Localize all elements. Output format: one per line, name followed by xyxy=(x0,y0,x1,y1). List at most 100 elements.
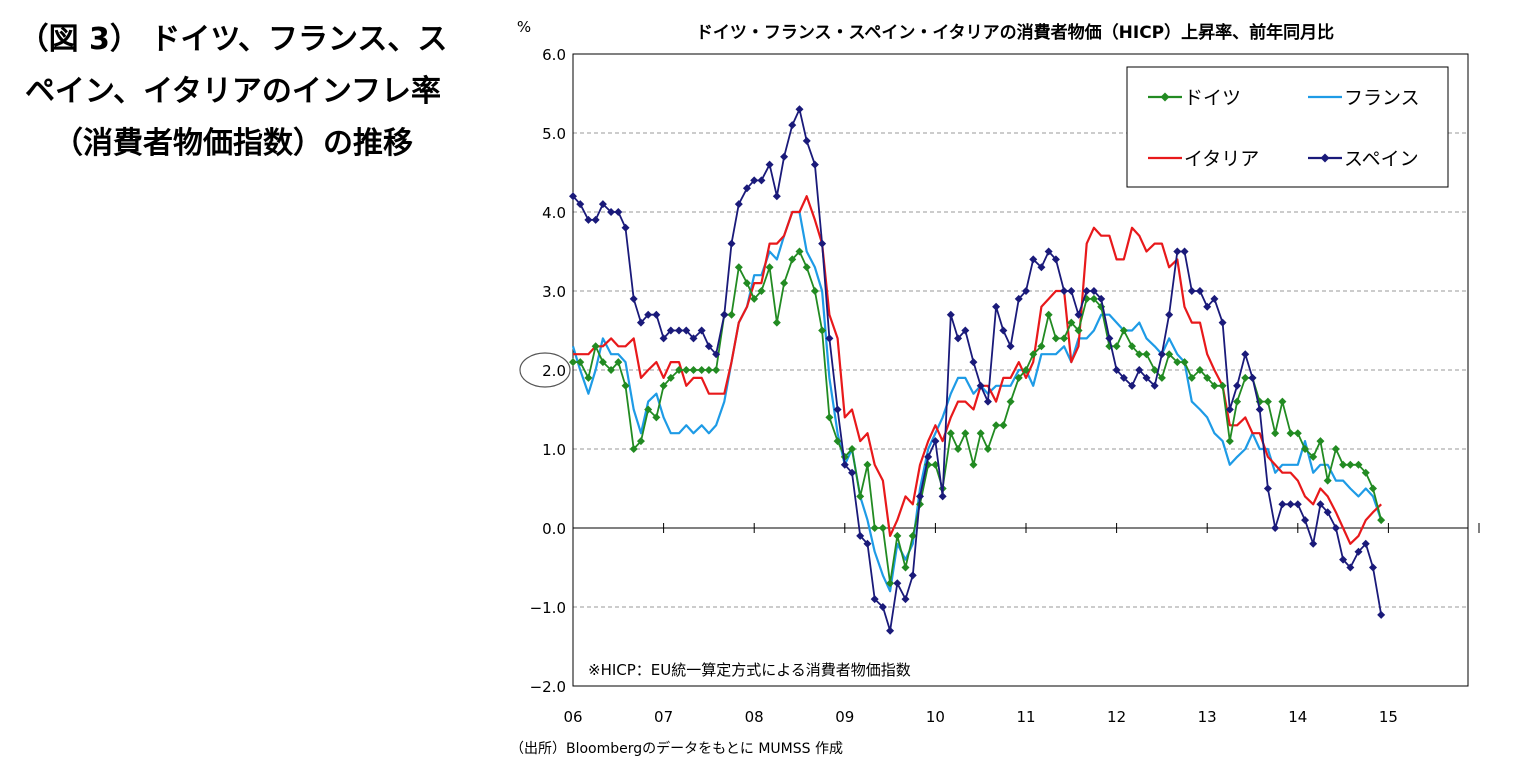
series-point-4 xyxy=(1195,287,1204,295)
series-point-1 xyxy=(1157,373,1166,382)
series-point-4 xyxy=(765,160,774,169)
series-point-1 xyxy=(1165,350,1174,359)
series-point-4 xyxy=(1135,366,1144,374)
series-point-1 xyxy=(1377,516,1386,525)
series-point-1 xyxy=(614,358,623,367)
series-point-4 xyxy=(1082,287,1091,295)
series-point-1 xyxy=(1187,373,1196,382)
series-point-1 xyxy=(742,279,751,288)
series-point-4 xyxy=(1203,302,1212,311)
series-point-1 xyxy=(727,310,736,319)
series-point-1 xyxy=(576,358,585,367)
series-point-4 xyxy=(569,192,577,201)
series-point-4 xyxy=(856,531,865,540)
series-point-4 xyxy=(1241,350,1250,359)
series-point-1 xyxy=(629,445,638,453)
series-point-1 xyxy=(1354,460,1363,469)
series-point-4 xyxy=(802,136,811,145)
series-point-1 xyxy=(886,579,895,588)
series-point-1 xyxy=(1316,437,1325,446)
series-point-4 xyxy=(734,200,743,209)
series-point-1 xyxy=(969,460,978,469)
series-point-4 xyxy=(825,334,834,343)
legend-label-4: スペイン xyxy=(1344,148,1419,170)
plot-frame xyxy=(572,53,1469,687)
series-point-4 xyxy=(1210,294,1219,303)
series-point-1 xyxy=(1361,468,1370,477)
series-point-4 xyxy=(1157,350,1166,359)
legend-label-3: イタリア xyxy=(1184,148,1259,170)
series-point-1 xyxy=(856,492,865,501)
x-tick-label: 13 xyxy=(1198,708,1217,726)
series-point-1 xyxy=(1225,437,1234,446)
y-tick-label: −2.0 xyxy=(530,678,566,696)
series-point-1 xyxy=(1044,310,1053,319)
series-point-1 xyxy=(992,421,1001,430)
series-point-4 xyxy=(999,326,1008,335)
series-point-4 xyxy=(833,405,842,414)
series-point-1 xyxy=(870,524,879,532)
series-point-1 xyxy=(976,429,985,438)
series-point-4 xyxy=(954,334,963,343)
series-point-4 xyxy=(1037,263,1046,272)
series-point-1 xyxy=(825,413,834,422)
series-point-4 xyxy=(1263,484,1272,493)
series-point-4 xyxy=(598,200,607,209)
series-point-4 xyxy=(1377,610,1386,619)
x-tick-label: 14 xyxy=(1288,708,1307,726)
series-point-1 xyxy=(1241,373,1250,382)
series-point-4 xyxy=(1105,334,1114,343)
series-point-4 xyxy=(1316,500,1325,509)
legend-marker-1 xyxy=(1160,92,1170,102)
series-point-1 xyxy=(999,421,1008,430)
series-point-1 xyxy=(1142,350,1151,359)
series-point-4 xyxy=(1218,318,1227,327)
series-point-4 xyxy=(1323,508,1332,517)
y-tick-label: 5.0 xyxy=(542,125,566,143)
series-point-4 xyxy=(1225,405,1234,414)
series-point-4 xyxy=(810,160,819,169)
series-point-1 xyxy=(946,429,955,438)
series-point-4 xyxy=(1248,373,1257,382)
series-point-4 xyxy=(983,397,992,406)
series-point-4 xyxy=(1089,287,1098,295)
series-point-4 xyxy=(750,176,759,185)
series-point-4 xyxy=(1051,255,1060,264)
series-point-1 xyxy=(1271,429,1280,438)
chart-title: ドイツ・フランス・スペイン・イタリアの消費者物価（HICP）上昇率、前年同月比 xyxy=(696,22,1334,43)
series-point-1 xyxy=(1331,445,1340,453)
series-point-1 xyxy=(675,366,684,374)
series-point-1 xyxy=(682,366,691,374)
series-point-4 xyxy=(1354,547,1363,556)
series-point-1 xyxy=(1368,484,1377,493)
series-point-4 xyxy=(614,208,623,216)
series-point-4 xyxy=(795,105,804,114)
series-point-1 xyxy=(1173,358,1182,367)
series-point-1 xyxy=(908,531,917,540)
series-point-1 xyxy=(666,373,675,382)
series-point-4 xyxy=(689,334,698,343)
series-point-1 xyxy=(1014,373,1023,382)
y-tick-label: 6.0 xyxy=(542,46,566,64)
series-point-4 xyxy=(946,310,955,319)
series-point-4 xyxy=(1233,381,1242,390)
series-point-1 xyxy=(584,373,593,382)
series-point-4 xyxy=(931,437,940,446)
series-point-1 xyxy=(863,460,872,469)
series-point-4 xyxy=(788,121,797,130)
series-point-4 xyxy=(1097,294,1106,303)
series-point-1 xyxy=(689,366,698,374)
series-point-1 xyxy=(1119,326,1128,335)
series-point-1 xyxy=(1051,334,1060,343)
y-tick-label: 1.0 xyxy=(542,441,566,459)
series-point-1 xyxy=(1150,366,1159,374)
x-tick-label: 11 xyxy=(1016,708,1035,726)
series-point-1 xyxy=(1323,476,1332,485)
series-point-1 xyxy=(833,437,842,446)
series-point-1 xyxy=(818,326,827,335)
series-point-4 xyxy=(1173,247,1182,256)
series-point-1 xyxy=(1210,381,1219,390)
series-point-4 xyxy=(915,492,924,501)
y-tick-label: 3.0 xyxy=(542,283,566,301)
